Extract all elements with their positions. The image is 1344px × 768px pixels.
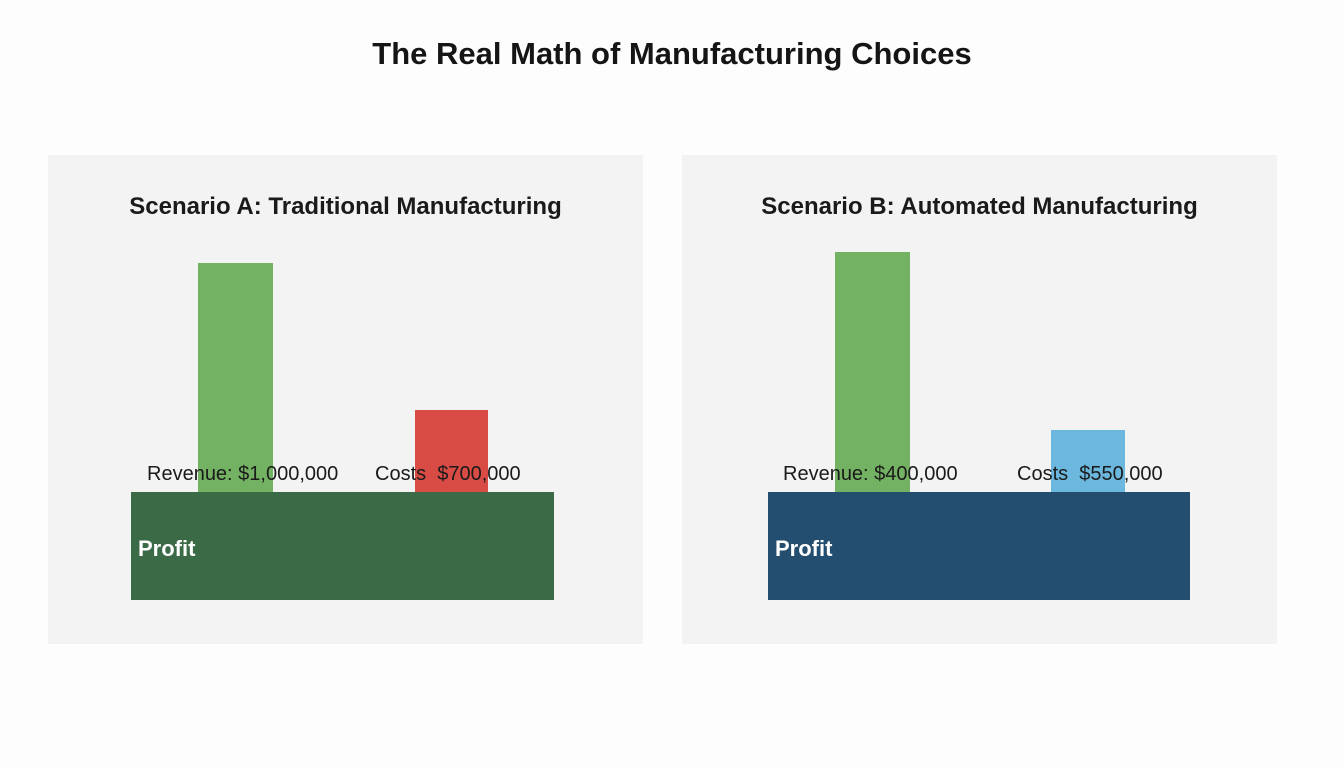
scenario-b-title: Scenario B: Automated Manufacturing: [761, 193, 1198, 220]
page-title: The Real Math of Manufacturing Choices: [372, 36, 972, 71]
profit-label-b: Profit: [775, 536, 833, 561]
revenue-label-b: Revenue: $400,000: [783, 463, 958, 485]
revenue-bar-a: [198, 263, 273, 492]
costs-label-b: Costs $550,000: [1017, 463, 1163, 485]
revenue-bar-b: [835, 252, 910, 492]
scenario-a-title: Scenario A: Traditional Manufacturing: [129, 193, 562, 220]
costs-bar-a: [415, 410, 488, 492]
costs-bar-b: [1051, 430, 1125, 492]
costs-label-a: Costs $700,000: [375, 463, 521, 485]
scenario-a-panel: Scenario A: Traditional Manufacturing Re…: [48, 155, 643, 644]
revenue-label-a: Revenue: $1,000,000: [147, 463, 339, 485]
profit-block-b: Profit: [768, 492, 1190, 600]
profit-label-a: Profit: [138, 536, 196, 561]
scenario-b-panel: Scenario B: Automated Manufacturing Reve…: [682, 155, 1277, 644]
profit-block-a: Profit: [131, 492, 554, 600]
